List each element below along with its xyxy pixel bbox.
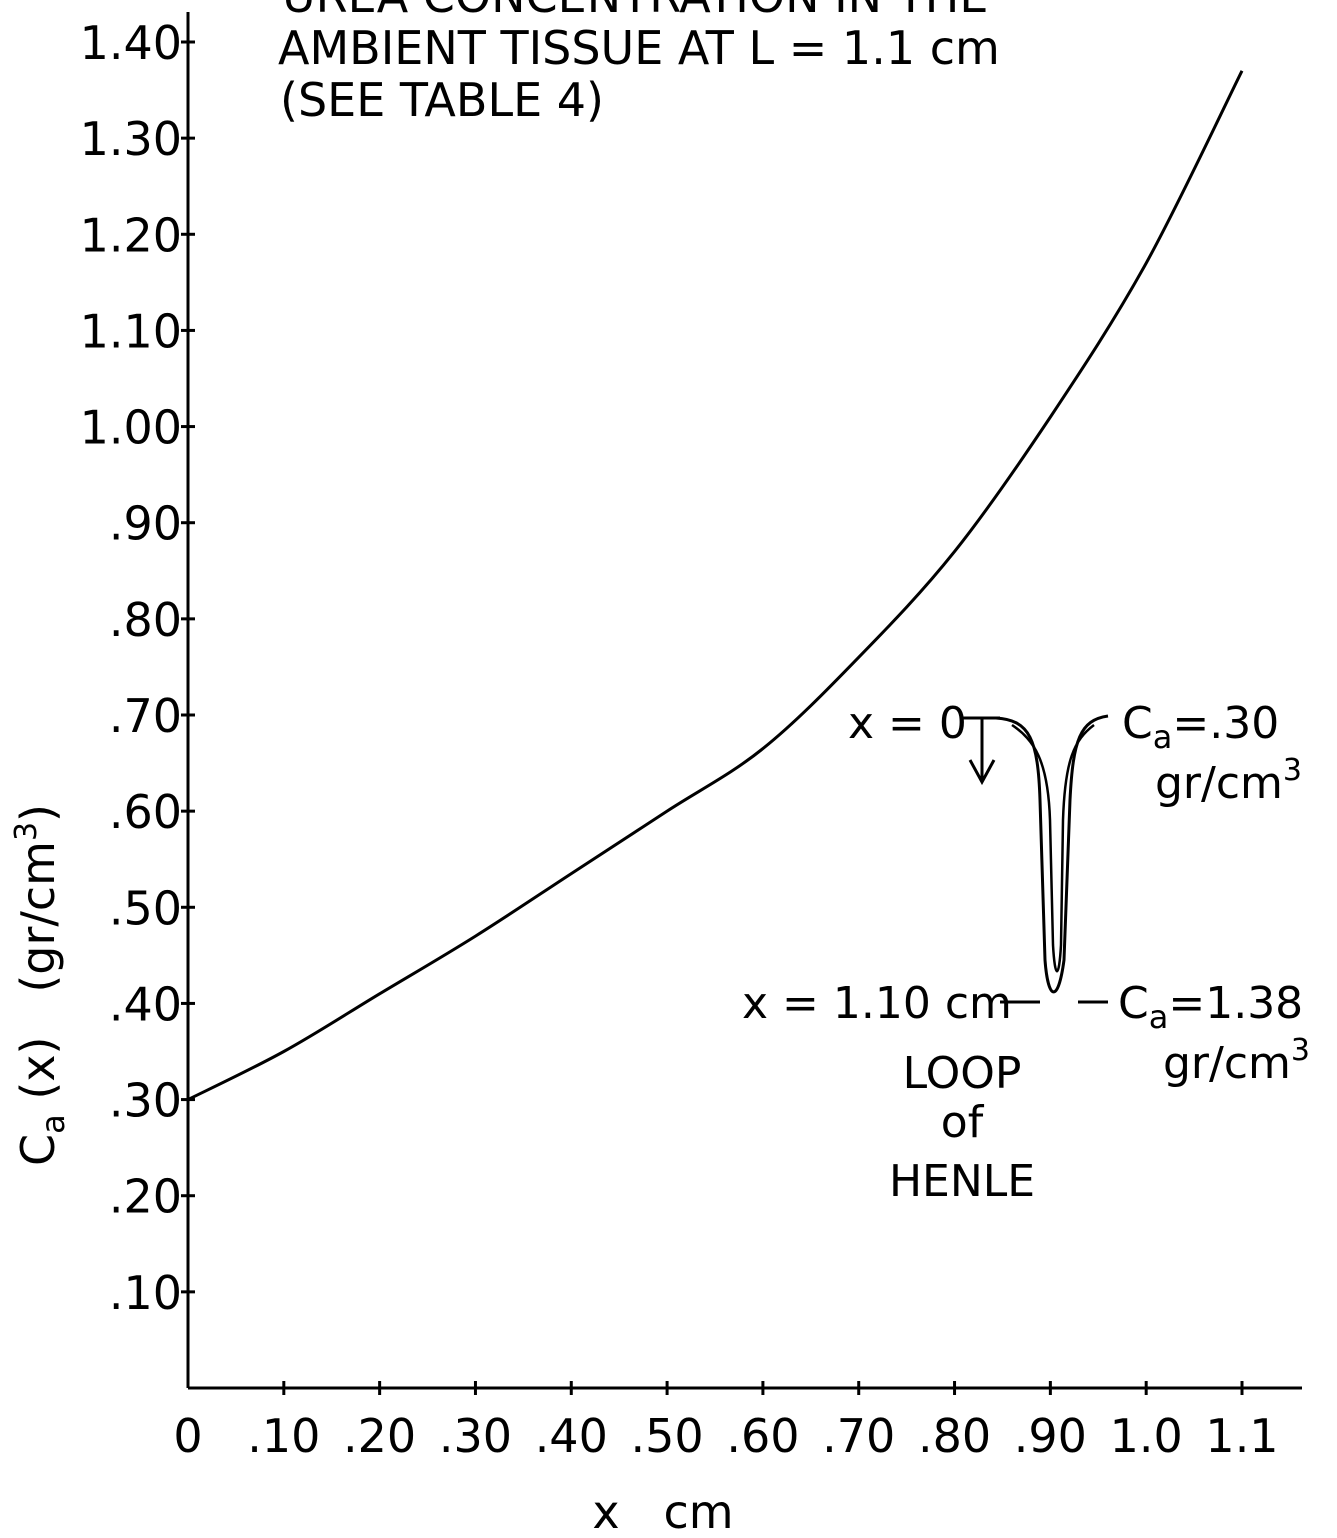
x-tick-label: .30 bbox=[439, 1409, 512, 1463]
x-tick-label: .50 bbox=[631, 1409, 704, 1463]
y-label-rest: (x) (gr/cm bbox=[11, 841, 65, 1114]
x-tick-label: .90 bbox=[1014, 1409, 1087, 1463]
x-tick-label: .40 bbox=[535, 1409, 608, 1463]
inset-bottom-val: =1.38 bbox=[1168, 978, 1303, 1029]
y-label-sup: 3 bbox=[9, 822, 44, 841]
inset-top-c: C bbox=[1122, 698, 1153, 749]
inset-caption-henle: HENLE bbox=[889, 1156, 1035, 1207]
y-tick-label: 1.00 bbox=[80, 401, 182, 455]
y-axis-label: Ca (x) (gr/cm3) bbox=[9, 804, 72, 1166]
x-axis-label: x cm bbox=[592, 1485, 733, 1538]
x-tick-label: 0 bbox=[173, 1409, 202, 1463]
x-tick-label: .20 bbox=[343, 1409, 416, 1463]
y-tick-label: .90 bbox=[109, 497, 182, 551]
inset-bottom-sub: a bbox=[1149, 998, 1169, 1036]
y-tick-label: .60 bbox=[109, 785, 182, 839]
y-tick-label: 1.20 bbox=[80, 208, 182, 262]
inset-bottom-unit-sup: 3 bbox=[1291, 1033, 1310, 1068]
inset-bottom-right-label: Ca=1.38 bbox=[1118, 978, 1303, 1036]
inset-bottom-right-unit: gr/cm3 bbox=[1163, 1033, 1310, 1089]
x-tick-label: .70 bbox=[822, 1409, 895, 1463]
y-tick-label: .40 bbox=[109, 977, 182, 1031]
y-tick-label: .70 bbox=[109, 689, 182, 743]
y-tick-label: .50 bbox=[109, 881, 182, 935]
arrow-down-icon bbox=[968, 759, 996, 786]
x-tick-label: 1.1 bbox=[1205, 1409, 1278, 1463]
x-tick-label: .10 bbox=[247, 1409, 320, 1463]
inset-caption-loop: LOOP bbox=[903, 1048, 1022, 1099]
y-label-sub: a bbox=[34, 1114, 72, 1134]
inset-top-sub: a bbox=[1153, 718, 1173, 756]
inset-bottom-left-label: x = 1.10 cm bbox=[742, 978, 1012, 1029]
inset-top-unit-sup: 3 bbox=[1283, 753, 1302, 788]
chart-title-line-1: UREA CONCENTRATION IN THE bbox=[282, 0, 988, 23]
axes bbox=[186, 12, 1302, 1390]
inset-top-val: =.30 bbox=[1172, 698, 1279, 749]
chart-title-line-2: AMBIENT TISSUE AT L = 1.1 cm bbox=[278, 21, 1000, 75]
y-tick-label: .20 bbox=[109, 1170, 182, 1224]
loop-inner-curve bbox=[1011, 723, 1095, 973]
y-tick-label: 1.40 bbox=[80, 16, 182, 70]
inset-top-unit: gr/cm bbox=[1155, 758, 1283, 809]
x-tick-label: .60 bbox=[726, 1409, 799, 1463]
series-line bbox=[187, 70, 1244, 1101]
y-tick-label: .80 bbox=[109, 593, 182, 647]
inset-top-left-label: x = 0 bbox=[848, 698, 967, 749]
y-label-close: ) bbox=[11, 804, 65, 822]
inset-top-right-label: Ca=.30 bbox=[1122, 698, 1279, 756]
ticks: 0 .10 .20 .30 .40 .50 .60 .70 .80 .90 1.0 1.1 .10 .20… bbox=[80, 16, 1279, 1463]
inset-bottom-c: C bbox=[1118, 978, 1149, 1029]
loop-of-henle-inset: x = 0 Ca=.30 gr/cm3 x = 1.10 cm Ca=1.38 … bbox=[742, 698, 1310, 1207]
inset-bottom-unit: gr/cm bbox=[1163, 1038, 1291, 1089]
y-tick-label: .10 bbox=[109, 1266, 182, 1320]
inset-top-right-unit: gr/cm3 bbox=[1155, 753, 1302, 809]
x-tick-label: 1.0 bbox=[1110, 1409, 1183, 1463]
y-label-c: C bbox=[11, 1134, 65, 1166]
x-tick-label: .80 bbox=[918, 1409, 991, 1463]
y-tick-label: 1.10 bbox=[80, 304, 182, 358]
y-tick-label: .30 bbox=[109, 1074, 182, 1128]
y-tick-label: 1.30 bbox=[80, 112, 182, 166]
chart-title-line-3: (SEE TABLE 4) bbox=[280, 73, 604, 127]
inset-caption-of: of bbox=[941, 1097, 985, 1148]
